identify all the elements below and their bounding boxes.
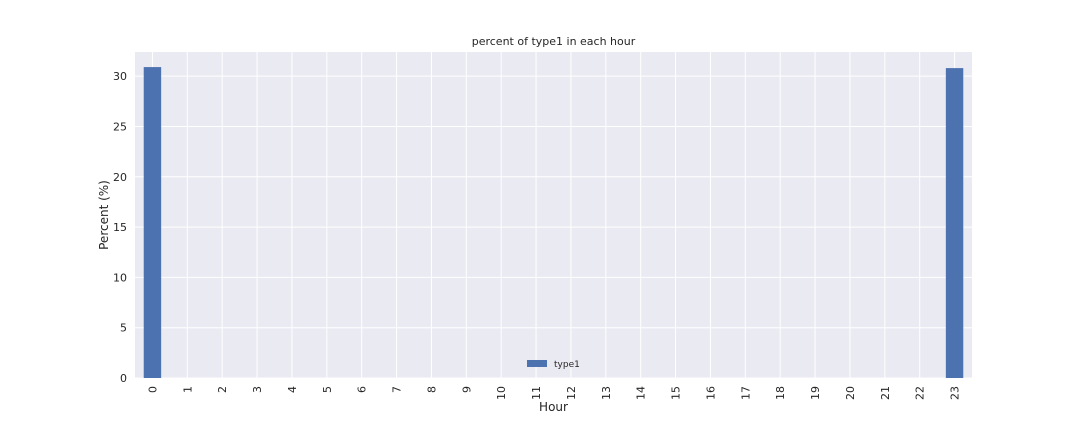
x-tick-label: 21: [879, 386, 892, 400]
bar-hour-23: [945, 68, 964, 379]
x-tick-label: 4: [286, 386, 299, 393]
bar-hour-0: [143, 67, 162, 378]
x-tick-label: 0: [146, 386, 159, 393]
x-tick-label: 8: [425, 386, 438, 393]
x-tick-label: 10: [495, 386, 508, 400]
x-tick-label: 5: [321, 386, 334, 393]
legend: type1: [527, 360, 580, 370]
chart-title: percent of type1 in each hour: [472, 35, 636, 48]
y-axis-ticks: 0 5 10 15 20 25 30: [113, 70, 127, 385]
legend-swatch-type1: [527, 360, 547, 367]
bars: [143, 67, 964, 379]
y-tick-label: 30: [113, 70, 127, 83]
x-tick-label: 12: [565, 386, 578, 400]
x-tick-label: 18: [774, 386, 787, 400]
x-axis-ticks: 0 1 2 3 4 5 6 7 8 9 10 11 12 13 14 15 16 17 18 19 20 21 22 23: [146, 386, 961, 400]
plot-area: [135, 52, 972, 378]
x-tick-label: 16: [704, 386, 717, 400]
y-tick-label: 25: [113, 120, 127, 133]
x-tick-label: 22: [914, 386, 927, 400]
y-tick-label: 0: [120, 372, 127, 385]
grid-lines: [135, 52, 972, 379]
x-tick-label: 13: [600, 386, 613, 400]
y-tick-label: 5: [120, 322, 127, 335]
x-tick-label: 9: [460, 386, 473, 393]
y-tick-label: 10: [113, 271, 127, 284]
x-tick-label: 1: [181, 386, 194, 393]
x-tick-label: 17: [739, 386, 752, 400]
x-tick-label: 20: [844, 386, 857, 400]
x-tick-label: 6: [356, 386, 369, 393]
y-axis-label: Percent (%): [97, 180, 111, 250]
legend-label-type1: type1: [554, 360, 580, 370]
x-tick-label: 23: [949, 386, 962, 400]
x-tick-label: 19: [809, 386, 822, 400]
x-tick-label: 11: [530, 386, 543, 400]
x-tick-label: 2: [216, 386, 229, 393]
x-tick-label: 3: [251, 386, 264, 393]
x-tick-label: 14: [635, 386, 648, 400]
x-tick-label: 7: [391, 386, 404, 393]
x-axis-label: Hour: [539, 400, 568, 414]
y-tick-label: 15: [113, 221, 127, 234]
x-tick-label: 15: [670, 386, 683, 400]
y-tick-label: 20: [113, 171, 127, 184]
